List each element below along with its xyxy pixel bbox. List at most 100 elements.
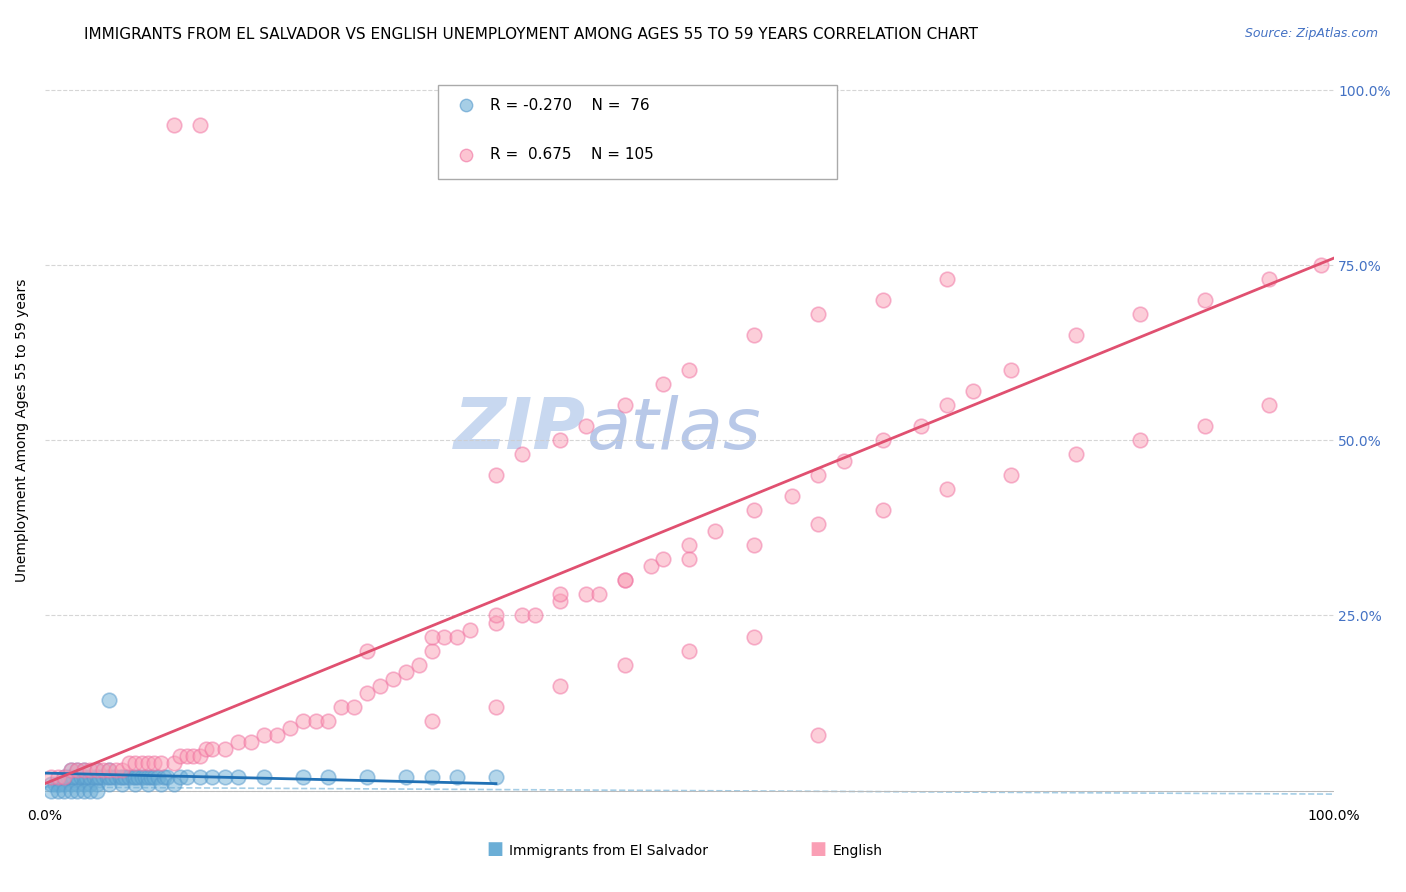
Point (214, 770, 236, 784)
Point (613, 398, 636, 412)
Point (240, 734, 263, 748)
Point (72, 763, 94, 777)
Point (550, 587, 572, 601)
Point (1194, 419, 1216, 434)
Point (872, 293, 894, 308)
Point (66, 763, 89, 777)
Point (1129, 434, 1152, 448)
Point (832, 454, 855, 468)
Point (742, 630, 765, 644)
Point (148, 770, 170, 784)
Point (510, 447, 533, 461)
Point (79, 763, 101, 777)
Point (807, 468, 830, 483)
Point (108, 770, 131, 784)
Point (169, 770, 191, 784)
Point (678, 363, 700, 377)
Point (613, 574, 636, 588)
Point (872, 503, 894, 517)
Text: R = -0.270    N =  76: R = -0.270 N = 76 (489, 98, 650, 113)
Point (139, 770, 162, 784)
Point (104, 763, 127, 777)
Point (91, 770, 114, 784)
Point (59, 770, 82, 784)
Point (1000, 468, 1022, 483)
Point (485, 468, 508, 483)
Point (111, 776, 134, 790)
Point (98, 763, 121, 777)
Point (86, 763, 108, 777)
Point (176, 748, 198, 763)
Point (118, 770, 141, 784)
Point (872, 434, 894, 448)
Point (114, 770, 136, 784)
Point (98, 776, 121, 790)
Point (510, 608, 533, 623)
FancyBboxPatch shape (439, 85, 838, 178)
Point (41, 783, 63, 797)
Point (550, 434, 572, 448)
Point (291, 770, 314, 784)
Point (111, 763, 134, 777)
Point (395, 665, 418, 679)
Point (1194, 293, 1216, 308)
Point (156, 770, 179, 784)
Text: ■: ■ (486, 840, 503, 858)
Point (41, 770, 63, 784)
Point (86, 763, 108, 777)
Point (62, 770, 84, 784)
Point (188, 770, 211, 784)
Point (678, 538, 700, 552)
Point (124, 756, 146, 770)
Point (807, 307, 830, 321)
Point (456, 130, 478, 145)
Text: ■: ■ (810, 840, 827, 858)
Point (356, 643, 378, 657)
Point (131, 756, 153, 770)
Point (70, 770, 93, 784)
Point (53, 783, 76, 797)
Point (408, 657, 430, 672)
Point (98, 692, 121, 706)
Point (152, 770, 174, 784)
Point (72, 783, 94, 797)
Text: English: English (832, 844, 883, 858)
Point (75, 770, 97, 784)
Point (446, 630, 468, 644)
Point (91, 763, 114, 777)
Point (485, 699, 508, 714)
Point (807, 517, 830, 532)
Point (485, 615, 508, 630)
Point (66, 770, 89, 784)
Point (195, 741, 218, 756)
Point (395, 770, 418, 784)
Point (226, 734, 249, 748)
Point (368, 679, 391, 693)
Point (72, 770, 94, 784)
Point (41, 776, 63, 790)
Point (188, 118, 211, 132)
Point (318, 714, 340, 728)
Point (169, 748, 191, 763)
Point (79, 770, 101, 784)
Text: ZIP: ZIP (454, 395, 586, 465)
Point (83, 770, 105, 784)
Point (66, 783, 89, 797)
Point (149, 776, 172, 790)
Point (807, 728, 830, 742)
Point (485, 770, 508, 784)
Point (127, 770, 149, 784)
Point (214, 741, 236, 756)
Point (136, 776, 159, 790)
Point (188, 748, 211, 763)
Point (46, 776, 69, 790)
Point (104, 770, 127, 784)
Point (124, 776, 146, 790)
Point (121, 770, 143, 784)
Point (1064, 447, 1087, 461)
Point (1000, 363, 1022, 377)
Point (111, 770, 134, 784)
Point (226, 770, 249, 784)
Point (53, 776, 76, 790)
Point (678, 552, 700, 566)
